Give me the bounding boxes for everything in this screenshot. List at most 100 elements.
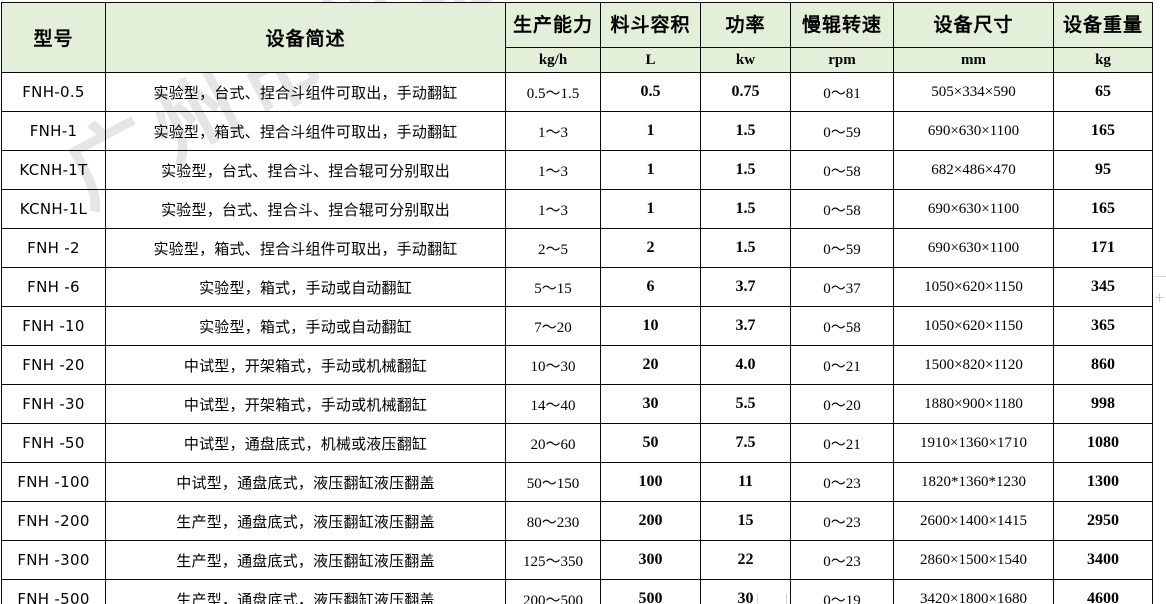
table-row: FNH -20 中试型，开架箱式，手动或机械翻缸 10～30 20 4.0 0～21 150… (1, 345, 1153, 385)
cell-slow-roller-speed: 0～20 (790, 384, 894, 424)
cell-weight: 65 (1053, 72, 1153, 112)
cell-slow-roller-speed: 0～23 (790, 501, 894, 541)
cell-capacity: 80～230 (505, 501, 601, 541)
table-row: FNH -50 中试型，通盘底式，机械或液压翻缸 20～60 50 7.5 0～21 191… (1, 423, 1153, 463)
cell-description: 中试型，开架箱式，手动或机械翻缸 (105, 345, 506, 385)
cell-model: FNH-0.5 (1, 72, 106, 112)
cell-slow-roller-speed: 0～37 (790, 267, 894, 307)
column-header-weight: 设备重量 (1053, 2, 1153, 48)
cell-power: 1.5 (700, 189, 791, 229)
cell-power: 7.5 (700, 423, 791, 463)
column-unit-dimensions: mm (893, 47, 1054, 73)
cell-model: FNH -6 (1, 267, 106, 307)
column-header-capacity: 生产能力 (505, 2, 601, 48)
cell-model: FNH -10 (1, 306, 106, 346)
artifact-bar (1153, 276, 1166, 277)
cell-dimensions: 690×630×1100 (893, 189, 1054, 229)
column-unit-capacity: kg/h (505, 47, 601, 73)
cell-slow-roller-speed: 0～81 (790, 72, 894, 112)
cell-dimensions: 2600×1400×1415 (893, 501, 1054, 541)
cell-description: 实验型，箱式，手动或自动翻缸 (105, 306, 506, 346)
cell-slow-roller-speed: 0～23 (790, 462, 894, 502)
table-row: KCNH-1T 实验型，台式、捏合斗、捏合辊可分别取出 1～3 1 1.5 0～58 682… (1, 150, 1153, 190)
table-row: FNH -500 生产型，通盘底式，液压翻缸液压翻盖 200～500 500 30 0～1… (1, 579, 1153, 604)
cell-power: 1.5 (700, 228, 791, 268)
edge-ui-artifact (1153, 276, 1166, 318)
artifact-plus-vertical (1159, 293, 1160, 302)
table-row: FNH -6 实验型，箱式，手动或自动翻缸 5～15 6 3.7 0～37 1050×620… (1, 267, 1153, 307)
cell-capacity: 1～3 (505, 189, 601, 229)
cell-hopper-volume: 300 (600, 540, 701, 580)
cell-capacity: 7～20 (505, 306, 601, 346)
cell-hopper-volume: 6 (600, 267, 701, 307)
cell-capacity: 1～3 (505, 150, 601, 190)
cell-description: 实验型，台式、捏合斗组件可取出，手动翻缸 (105, 72, 506, 112)
table-row: FNH -300 生产型，通盘底式，液压翻缸液压翻盖 125～350 300 22 0～2… (1, 540, 1153, 580)
cell-hopper-volume: 10 (600, 306, 701, 346)
cell-power: 3.7 (700, 267, 791, 307)
cell-weight: 165 (1053, 189, 1153, 229)
cell-power: 1.5 (700, 150, 791, 190)
cell-dimensions: 2860×1500×1540 (893, 540, 1054, 580)
cell-model: FNH -50 (1, 423, 106, 463)
cell-power: 22 (700, 540, 791, 580)
column-unit-hopper-volume: L (600, 47, 701, 73)
cell-hopper-volume: 30 (600, 384, 701, 424)
cell-weight: 365 (1053, 306, 1153, 346)
table-row: FNH-1 实验型，箱式、捏合斗组件可取出，手动翻缸 1～3 1 1.5 0～59 690×… (1, 111, 1153, 151)
cell-slow-roller-speed: 0～58 (790, 150, 894, 190)
cell-description: 中试型，通盘底式，液压翻缸液压翻盖 (105, 462, 506, 502)
column-unit-slow-roller-speed: rpm (790, 47, 894, 73)
cell-weight: 2950 (1053, 501, 1153, 541)
table-row: FNH -2 实验型，箱式、捏合斗组件可取出，手动翻缸 2～5 2 1.5 0～59 690… (1, 228, 1153, 268)
cell-model: FNH -2 (1, 228, 106, 268)
cell-hopper-volume: 1 (600, 150, 701, 190)
cell-hopper-volume: 50 (600, 423, 701, 463)
cell-hopper-volume: 0.5 (600, 72, 701, 112)
cell-dimensions: 1820*1360*1230 (893, 462, 1054, 502)
cell-dimensions: 1050×620×1150 (893, 267, 1054, 307)
cell-slow-roller-speed: 0～19 (790, 579, 894, 604)
cell-model: FNH -30 (1, 384, 106, 424)
cell-model: FNH -20 (1, 345, 106, 385)
cell-capacity: 10～30 (505, 345, 601, 385)
cell-description: 生产型，通盘底式，液压翻缸液压翻盖 (105, 540, 506, 580)
cell-capacity: 50～150 (505, 462, 601, 502)
cell-description: 中试型，通盘底式，机械或液压翻缸 (105, 423, 506, 463)
cell-power: 15 (700, 501, 791, 541)
cell-hopper-volume: 1 (600, 111, 701, 151)
cell-power: 0.75 (700, 72, 791, 112)
cell-hopper-volume: 200 (600, 501, 701, 541)
column-header-description: 设备简述 (105, 2, 506, 73)
cell-capacity: 2～5 (505, 228, 601, 268)
table-row: FNH-0.5 实验型，台式、捏合斗组件可取出，手动翻缸 0.5～1.5 0.5 0.7… (1, 72, 1153, 112)
cell-description: 实验型，箱式、捏合斗组件可取出，手动翻缸 (105, 228, 506, 268)
cell-power: 4.0 (700, 345, 791, 385)
cell-slow-roller-speed: 0～59 (790, 111, 894, 151)
cell-description: 实验型，台式、捏合斗、捏合辊可分别取出 (105, 150, 506, 190)
table-row: FNH -10 实验型，箱式，手动或自动翻缸 7～20 10 3.7 0～58 1050×6… (1, 306, 1153, 346)
cell-model: KCNH-1L (1, 189, 106, 229)
table-row: FNH -30 中试型，开架箱式，手动或机械翻缸 14～40 30 5.5 0～20 188… (1, 384, 1153, 424)
column-header-slow-roller-speed: 慢辊转速 (790, 2, 894, 48)
table-header: 型号 设备简述 生产能力 料斗容积 功率 慢辊转速 设备尺寸 设备重量 kg/h… (1, 2, 1153, 73)
cell-model: FNH -200 (1, 501, 106, 541)
artifact-plus-horizontal (1155, 297, 1164, 298)
cell-weight: 1300 (1053, 462, 1153, 502)
cell-hopper-volume: 500 (600, 579, 701, 604)
cell-slow-roller-speed: 0～59 (790, 228, 894, 268)
header-row-title: 型号 设备简述 生产能力 料斗容积 功率 慢辊转速 设备尺寸 设备重量 (1, 2, 1153, 73)
cell-description: 生产型，通盘底式，液压翻缸液压翻盖 (105, 501, 506, 541)
cell-power: 5.5 (700, 384, 791, 424)
cell-model: KCNH-1T (1, 150, 106, 190)
cell-slow-roller-speed: 0～58 (790, 189, 894, 229)
table-row: FNH -200 生产型，通盘底式，液压翻缸液压翻盖 80～230 200 15 0～23… (1, 501, 1153, 541)
cell-power: 30 (700, 579, 791, 604)
column-unit-power: kw (700, 47, 791, 73)
cell-model: FNH-1 (1, 111, 106, 151)
cell-weight: 998 (1053, 384, 1153, 424)
cell-weight: 165 (1053, 111, 1153, 151)
table-row: KCNH-1L 实验型，台式、捏合斗、捏合辊可分别取出 1～3 1 1.5 0～58 690… (1, 189, 1153, 229)
